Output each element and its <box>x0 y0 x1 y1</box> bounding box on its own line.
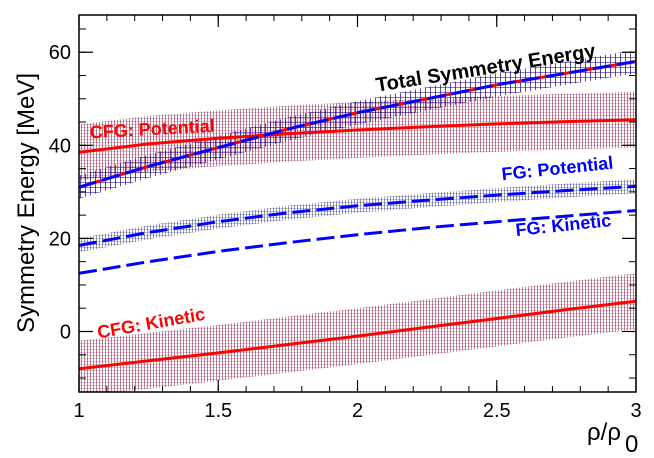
line-cfg-kinetic <box>79 299 636 371</box>
band-total-symmetry-energy <box>79 49 636 199</box>
x-tick-label: 1.5 <box>204 400 232 422</box>
x-tick-label: 2 <box>352 400 363 422</box>
band-cfg-kinetic <box>79 273 636 392</box>
axis-ticks <box>78 15 637 392</box>
x-axis-title: ρ/ρ 0 <box>587 419 638 458</box>
line-fg-potential <box>79 184 636 247</box>
x-axis-title-sub: 0 <box>625 431 638 458</box>
y-tick-label: 0 <box>60 321 71 343</box>
annotation-fg-kinetic: FG: Kinetic <box>515 210 613 240</box>
axis-tick-labels: 1 1.5 2 2.5 3 0 20 40 60 <box>49 42 642 422</box>
x-tick-label: 3 <box>630 400 641 422</box>
uncertainty-bands <box>79 49 636 392</box>
annotation-fg-potential: FG: Potential <box>501 153 614 185</box>
line-total-symmetry-energy <box>79 60 636 189</box>
line-fg-kinetic <box>79 209 636 275</box>
x-tick-label: 1 <box>73 400 84 422</box>
series-lines <box>79 60 636 371</box>
y-tick-label: 60 <box>49 42 71 64</box>
y-tick-label: 20 <box>49 228 71 250</box>
x-tick-label: 2.5 <box>483 400 511 422</box>
y-axis-title: Symmetry Energy [MeV] <box>13 73 40 333</box>
line-cfg-potential <box>79 118 636 154</box>
y-tick-label: 40 <box>49 135 71 157</box>
x-axis-title-main: ρ/ρ <box>587 419 621 446</box>
band-fg-potential <box>79 179 636 253</box>
